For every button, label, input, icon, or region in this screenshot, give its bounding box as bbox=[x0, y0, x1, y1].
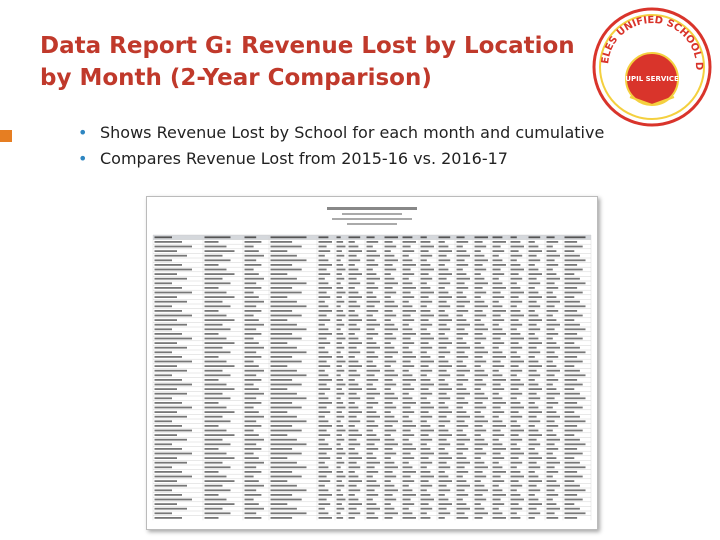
bullet-text: Shows Revenue Lost by School for each mo… bbox=[100, 123, 605, 142]
slide-title: Data Report G: Revenue Lost by Location … bbox=[40, 30, 580, 94]
bullet-icon: • bbox=[78, 149, 88, 168]
bullet-item: • Compares Revenue Lost from 2015-16 vs.… bbox=[78, 146, 698, 172]
accent-bar bbox=[0, 130, 12, 142]
district-seal-logo: LOS ANGELES UNIFIED SCHOOL DISTRICT PUPI… bbox=[590, 5, 712, 127]
bullet-item: • Shows Revenue Lost by School for each … bbox=[78, 120, 698, 146]
report-spreadsheet-drawing bbox=[147, 197, 597, 529]
slide-title-line-2: by Month (2-Year Comparison) bbox=[40, 65, 432, 91]
report-spreadsheet-image bbox=[146, 196, 598, 530]
slide-title-line-1: Data Report G: Revenue Lost by Location bbox=[40, 33, 575, 59]
bullet-text: Compares Revenue Lost from 2015-16 vs. 2… bbox=[100, 149, 508, 168]
bullet-icon: • bbox=[78, 123, 88, 142]
seal-center-text: PUPIL SERVICES bbox=[620, 75, 684, 83]
bullet-list: • Shows Revenue Lost by School for each … bbox=[78, 120, 698, 172]
